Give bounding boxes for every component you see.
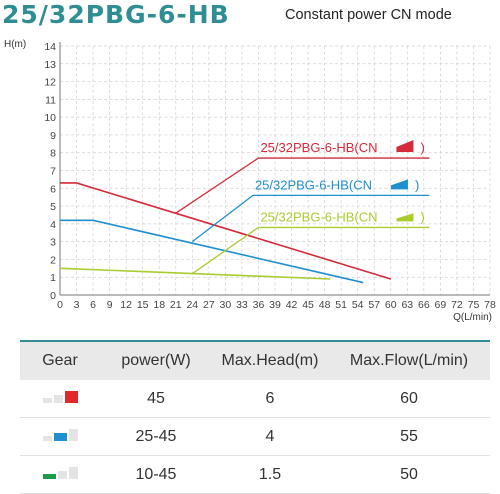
series-line-low (59, 267, 331, 280)
gear-level-bar (53, 395, 63, 403)
x-tick-label: 78 (484, 299, 496, 311)
x-tick-label: 18 (153, 299, 165, 311)
gear-level-bar (68, 467, 78, 479)
power-cell: 25-45 (135, 427, 177, 445)
x-axis-label: Q(L/min) (453, 312, 492, 323)
y-tick-label: 0 (50, 290, 56, 302)
x-tick-label: 75 (468, 299, 480, 311)
y-tick-label: 11 (45, 94, 56, 106)
y-tick-label: 2 (50, 254, 56, 266)
header-power: power(W) (121, 352, 191, 369)
legend-close: ) (420, 140, 424, 155)
table-row: 45 6 60 (20, 380, 490, 418)
y-tick-label: 1 (50, 272, 56, 284)
x-tick-label: 60 (385, 299, 397, 311)
legend-label: 25/32PBG-6-HB(CN (260, 140, 377, 155)
table-row: 25-45 4 55 (20, 418, 490, 456)
y-tick-label: 5 (50, 201, 56, 213)
x-tick-label: 57 (368, 299, 380, 311)
gear-level-bar (53, 433, 67, 441)
y-tick-label: 4 (50, 219, 56, 231)
x-tick-label: 72 (451, 299, 463, 311)
x-tick-label: 9 (107, 299, 113, 311)
legend-label: 25/32PBG-6-HB(CN (255, 177, 372, 192)
table-header: Gear power(W) Max.Head(m) Max.Flow(L/min… (20, 342, 490, 380)
mode-subtitle: Constant power CN mode (285, 7, 452, 23)
x-tick-label: 69 (435, 299, 447, 311)
max-flow-cell: 50 (400, 465, 418, 483)
x-tick-label: 6 (90, 299, 96, 311)
x-tick-label: 63 (401, 299, 413, 311)
max-head-cell: 6 (265, 389, 275, 407)
series-line-medium (60, 219, 364, 284)
gear-cell (20, 465, 100, 484)
x-tick-label: 66 (418, 299, 430, 311)
model-title: 25/32PBG-6-HB (2, 0, 230, 29)
legend-close: ) (415, 177, 419, 192)
gear-icon (396, 213, 414, 222)
header-max-head: Max.Head(m) (221, 352, 319, 369)
gear-level-icon (42, 465, 78, 479)
max-flow-cell: 60 (400, 389, 418, 407)
x-tick-label: 48 (319, 299, 331, 311)
y-tick-label: 3 (50, 237, 56, 249)
gear-level-icon (42, 389, 78, 403)
header-gear: Gear (42, 352, 78, 369)
y-tick-label: 14 (44, 41, 56, 53)
x-tick-label: 21 (170, 299, 182, 311)
gear-level-bar (57, 471, 67, 479)
gear-table: Gear power(W) Max.Head(m) Max.Flow(L/min… (20, 340, 490, 494)
y-axis-label: H(m) (4, 39, 26, 50)
gear-cell (20, 389, 100, 408)
y-tick-label: 9 (50, 130, 56, 142)
max-head-cell: 4 (265, 427, 275, 445)
gear-level-bar (68, 429, 78, 441)
gear-icon (390, 179, 408, 190)
gear-level-icon (42, 427, 78, 441)
leader-line-medium (191, 194, 430, 243)
y-tick-label: 7 (50, 166, 56, 178)
y-tick-label: 6 (50, 183, 56, 195)
y-tick-label: 12 (44, 77, 56, 89)
series-line-high (60, 182, 392, 280)
x-tick-label: 12 (120, 299, 132, 311)
x-tick-label: 27 (203, 299, 215, 311)
y-tick-label: 13 (44, 59, 56, 71)
x-tick-label: 51 (335, 299, 347, 311)
gear-level-bar (42, 436, 52, 441)
gear-level-bar (64, 391, 78, 403)
performance-chart: 0 1 2 3 4 5 6 7 8 9 10 11 12 13 14 0 3 6 9 12 15 18 21 24 27 30 33… (0, 32, 500, 332)
leader-line-high (175, 157, 430, 214)
gear-level-bar (42, 474, 56, 479)
x-tick-label: 15 (137, 299, 149, 311)
gear-cell (20, 427, 100, 446)
leader-line-low (191, 226, 430, 275)
gear-icon (396, 140, 414, 153)
x-tick-label: 0 (57, 299, 63, 311)
x-tick-label: 39 (269, 299, 281, 311)
max-head-cell: 1.5 (258, 465, 282, 483)
legend-label: 25/32PBG-6-HB(CN (260, 209, 377, 224)
x-tick-label: 36 (253, 299, 265, 311)
max-flow-cell: 55 (400, 427, 418, 445)
header: 25/32PBG-6-HB Constant power CN mode (2, 0, 498, 34)
y-tick-label: 10 (44, 112, 56, 124)
table-row: 10-45 1.5 50 (20, 456, 490, 494)
gear-level-bar (42, 398, 52, 403)
y-tick-label: 8 (50, 148, 56, 160)
header-max-flow: Max.Flow(L/min) (349, 352, 469, 369)
x-tick-label: 45 (302, 299, 314, 311)
power-cell: 45 (147, 389, 165, 407)
x-tick-label: 30 (220, 299, 232, 311)
x-tick-label: 24 (186, 299, 198, 311)
power-cell: 10-45 (135, 465, 177, 483)
x-tick-label: 3 (74, 299, 80, 311)
x-tick-label: 54 (352, 299, 364, 311)
legend-close: ) (420, 209, 424, 224)
x-tick-label: 33 (236, 299, 248, 311)
x-tick-label: 42 (286, 299, 298, 311)
